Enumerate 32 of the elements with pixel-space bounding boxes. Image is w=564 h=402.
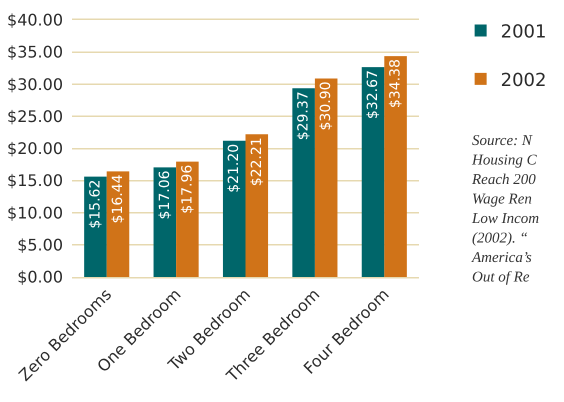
bar <box>222 140 246 277</box>
data-label: $22.21 <box>248 137 265 186</box>
y-tick-label: $25.00 <box>7 106 63 126</box>
y-tick-label: $15.00 <box>7 171 63 190</box>
bar <box>362 67 384 277</box>
legend-label: 2001 <box>500 22 546 43</box>
data-label: $29.37 <box>296 91 312 140</box>
data-label: $21.20 <box>226 144 242 193</box>
y-tick-label: $10.00 <box>7 203 63 222</box>
bar <box>314 78 338 277</box>
bar <box>154 167 176 277</box>
bar <box>84 176 107 277</box>
y-tick-label: $40.00 <box>7 10 63 30</box>
data-label: $32.67 <box>365 70 382 120</box>
y-tick-label: $0.00 <box>17 268 63 287</box>
data-label: $16.44 <box>110 174 126 224</box>
data-label: $17.96 <box>179 164 196 214</box>
y-tick-label: $35.00 <box>7 42 63 62</box>
data-label: $15.62 <box>87 180 104 229</box>
legend-label: 2002 <box>500 70 546 91</box>
y-tick-label: $20.00 <box>7 139 63 158</box>
data-label: $34.38 <box>388 59 404 108</box>
data-label: $17.06 <box>156 170 173 220</box>
bar <box>176 162 199 277</box>
y-tick-label: $30.00 <box>7 74 63 94</box>
y-tick-label: $5.00 <box>17 235 63 254</box>
bar <box>246 134 268 277</box>
data-label: $30.90 <box>318 81 334 130</box>
bar <box>292 88 315 277</box>
bar <box>384 56 407 277</box>
source-note: Source: N Housing C Reach 200 Wage Ren Low Incom (2002). “ America’s Out of Re <box>471 133 540 286</box>
bar <box>106 171 130 277</box>
